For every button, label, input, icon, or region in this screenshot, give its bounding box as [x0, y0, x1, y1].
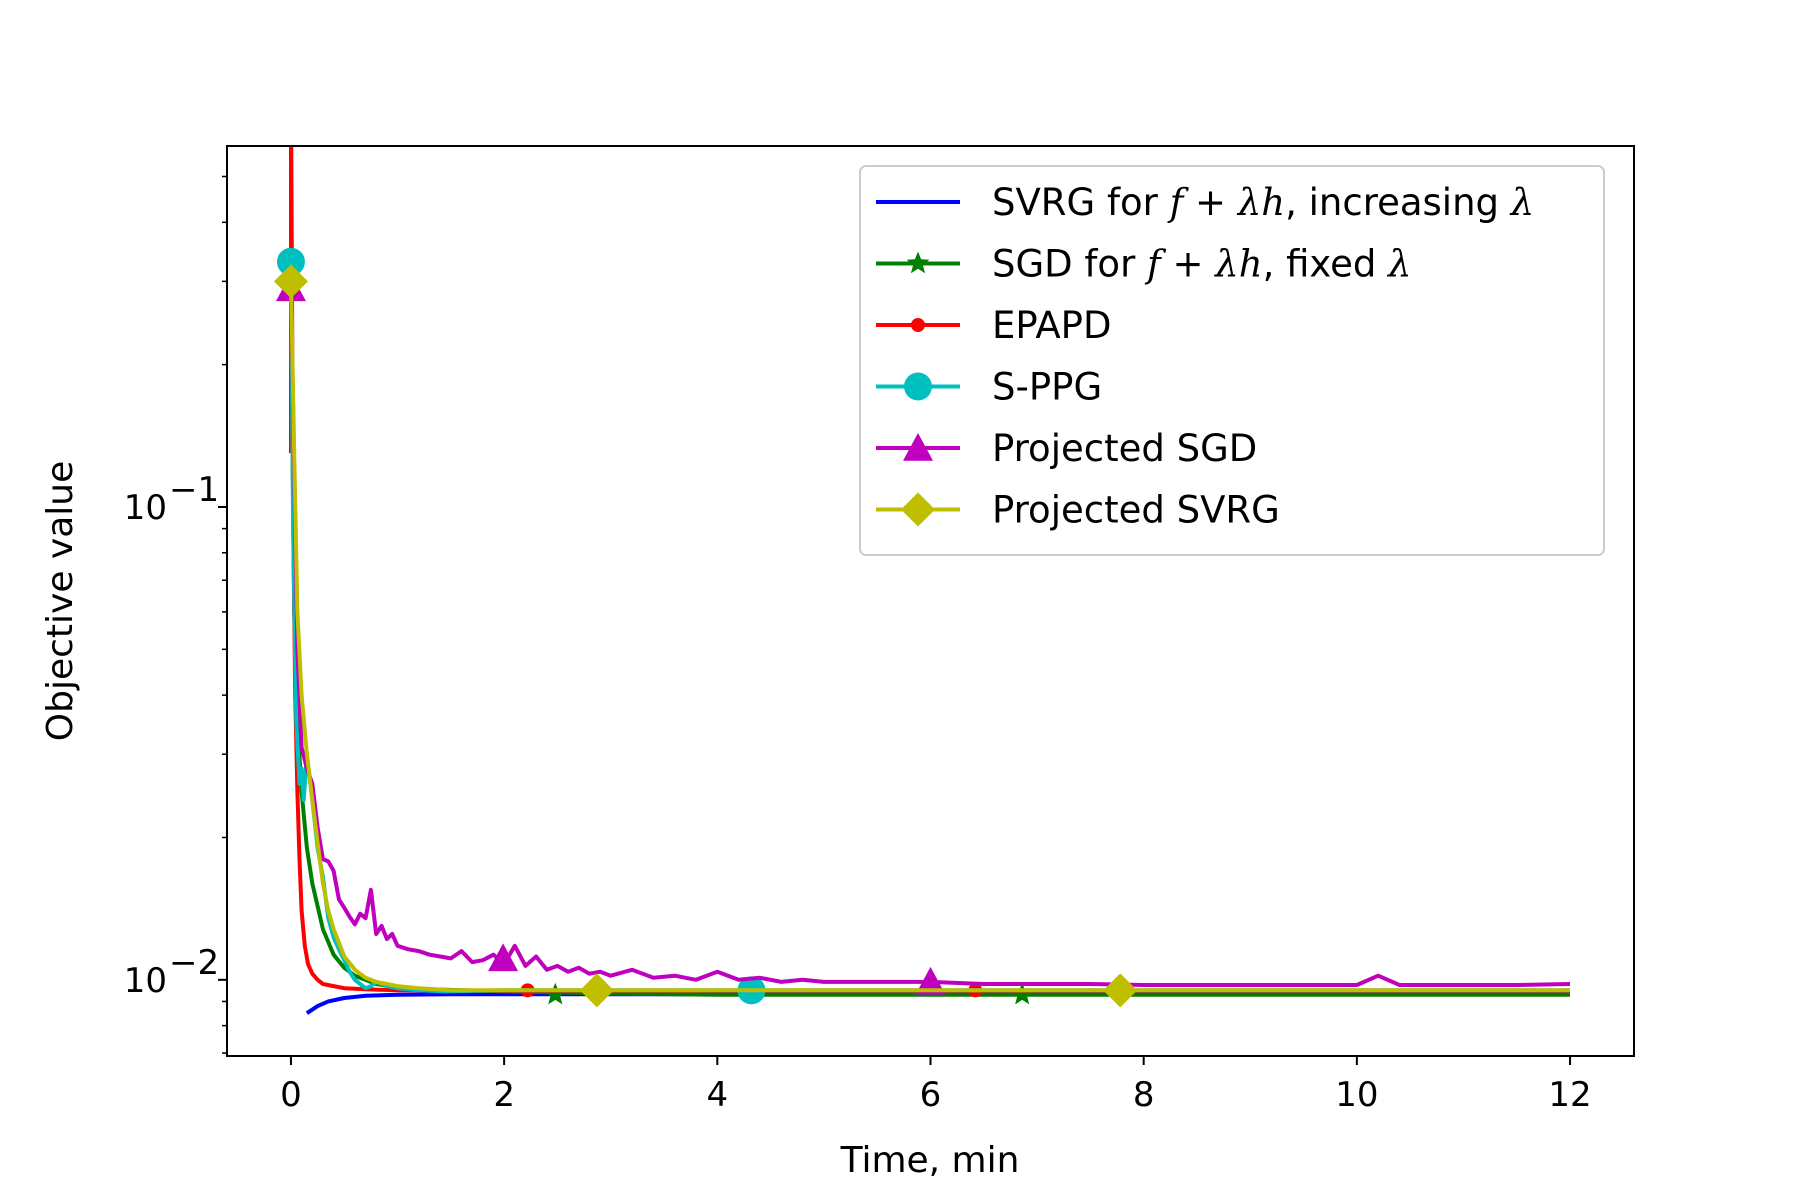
legend-entry: Projected SVRG — [876, 489, 1280, 532]
legend-marker — [911, 318, 925, 332]
x-tick-label: 0 — [280, 1075, 302, 1115]
series-line — [305, 992, 1570, 1015]
x-axis-label: Time, min — [840, 1140, 1020, 1181]
legend-marker — [903, 433, 933, 461]
x-tick-label: 8 — [1133, 1075, 1155, 1115]
data-point — [1010, 982, 1034, 1005]
x-tick-label: 10 — [1335, 1075, 1378, 1115]
y-tick-exponent: −2 — [169, 943, 219, 983]
legend: SVRG for f + λh, increasing λ SGD for f +… — [859, 165, 1605, 556]
legend-label: SGD for f + λh, fixed λ — [992, 243, 1412, 286]
legend-entry: Projected SGD — [876, 427, 1257, 470]
legend-label: Projected SVRG — [992, 489, 1280, 532]
legend-entry: EPAPD — [876, 304, 1111, 347]
data-point — [273, 264, 308, 299]
data-point — [543, 982, 567, 1005]
x-tick-label: 6 — [920, 1075, 942, 1115]
legend-label: Projected SGD — [992, 427, 1257, 470]
data-point — [915, 966, 946, 995]
legend-entry: SGD for f + λh, fixed λ — [876, 243, 1412, 286]
series-line — [289, 288, 1571, 987]
data-point — [1103, 973, 1138, 1008]
x-tick-label: 4 — [706, 1075, 728, 1115]
series-6 — [273, 264, 1570, 1008]
data-point — [488, 943, 519, 972]
series-layer — [273, 86, 1571, 1015]
legend-frame — [859, 165, 1605, 556]
legend-label: EPAPD — [992, 304, 1111, 347]
legend-entry: S-PPG — [876, 366, 1102, 409]
data-point — [276, 247, 305, 276]
legend-marker — [901, 492, 935, 527]
y-axis-label: Objective value — [40, 461, 81, 741]
data-point — [284, 86, 298, 100]
legend-marker — [904, 372, 932, 401]
y-tick-label: 10 — [124, 488, 167, 528]
y-tick-label: 10 — [124, 961, 167, 1001]
legend-label: S-PPG — [992, 366, 1102, 409]
x-tick-label: 2 — [493, 1075, 515, 1115]
x-tick-label: 12 — [1548, 1075, 1591, 1115]
legend-label: SVRG for f + λh, increasing λ — [992, 181, 1534, 224]
series-line — [289, 281, 1570, 993]
y-tick-exponent: −1 — [169, 470, 219, 510]
data-point — [579, 973, 614, 1008]
series-1 — [305, 992, 1570, 1015]
legend-marker — [906, 251, 930, 274]
legend-entry: SVRG for f + λh, increasing λ — [876, 181, 1534, 224]
